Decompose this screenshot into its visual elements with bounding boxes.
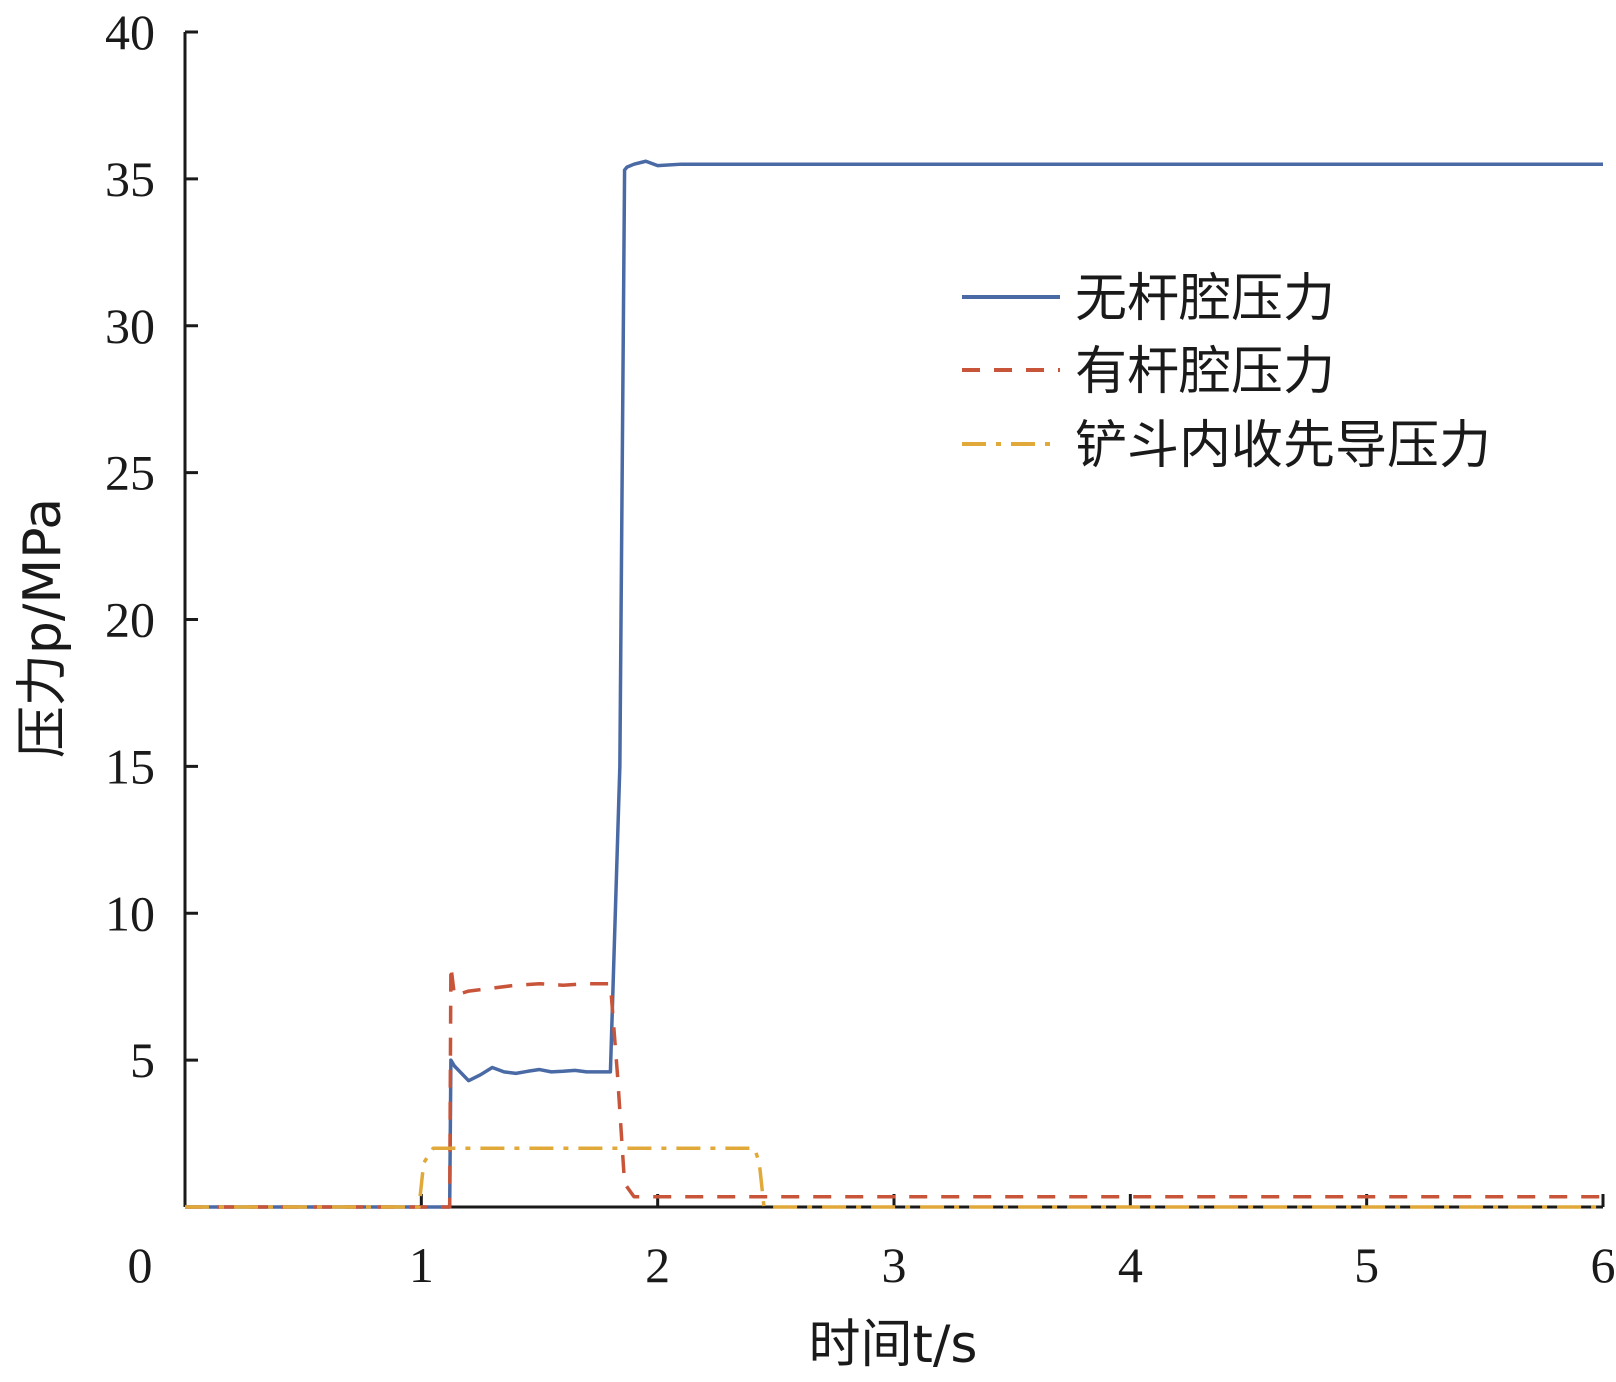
legend: 无杆腔压力 有杆腔压力 铲斗内收先导压力 xyxy=(962,269,1491,476)
y-tick-label: 20 xyxy=(105,592,155,648)
legend-label-rodless: 无杆腔压力 xyxy=(1075,269,1335,329)
x-ticks: 1 2 3 4 5 6 xyxy=(409,1194,1616,1293)
x-axis-label: 时间t/s xyxy=(808,1315,977,1375)
y-axis-label: 压力p/MPa xyxy=(13,498,73,758)
x-tick-label: 1 xyxy=(409,1237,434,1293)
x-tick-label: 3 xyxy=(882,1237,907,1293)
y-tick-label: 40 xyxy=(105,4,155,60)
y-ticks: 5 10 15 20 25 30 35 40 xyxy=(105,4,198,1088)
y-tick-label: 30 xyxy=(105,298,155,354)
plot-series xyxy=(185,159,1603,1209)
x-tick-label: 5 xyxy=(1354,1237,1379,1293)
y-tick-label: 35 xyxy=(105,151,155,207)
y-tick-label: 5 xyxy=(130,1032,155,1088)
x-tick-label: 6 xyxy=(1591,1237,1616,1293)
legend-label-rod: 有杆腔压力 xyxy=(1075,342,1335,402)
x-tick-label: 4 xyxy=(1118,1237,1143,1293)
series-rod-chamber xyxy=(185,964,1603,1209)
axes xyxy=(183,32,1603,1209)
legend-label-pilot: 铲斗内收先导压力 xyxy=(1075,416,1491,476)
y-tick-label: 25 xyxy=(105,445,155,501)
x-tick-label: 2 xyxy=(645,1237,670,1293)
series-rodless-chamber xyxy=(185,159,1603,1209)
y-tick-label: 10 xyxy=(105,885,155,941)
origin-tick-label: 0 xyxy=(128,1237,153,1293)
y-tick-label: 15 xyxy=(105,738,155,794)
series-pilot-pressure xyxy=(185,1146,1603,1209)
